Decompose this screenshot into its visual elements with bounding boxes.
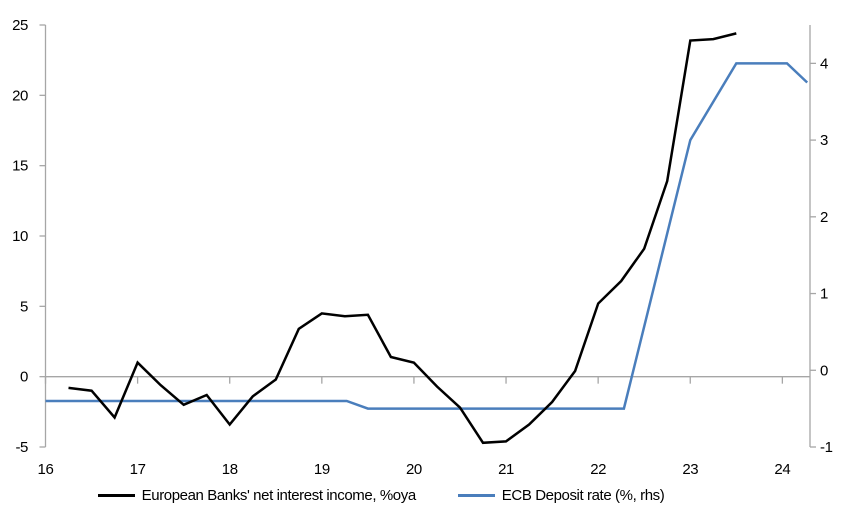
right-axis-tick-label: 3 [820, 132, 828, 149]
x-tick-label: 20 [406, 461, 422, 478]
left-axis-tick-label: 15 [12, 158, 28, 175]
legend-label-nii: European Banks' net interest income, %oy… [141, 487, 417, 504]
right-axis-tick-label: 4 [820, 55, 828, 72]
x-tick-label: 17 [130, 461, 146, 478]
left-axis-tick-label: 5 [20, 298, 28, 315]
x-tick-label: 21 [498, 461, 514, 478]
legend-item-ecb: ECB Deposit rate (%, rhs) [457, 487, 665, 504]
x-tick-label: 19 [314, 461, 330, 478]
x-tick-label: 18 [222, 461, 238, 478]
left-axis-tick-label: 25 [12, 17, 28, 34]
right-axis-tick-label: 1 [820, 286, 828, 303]
nii-line [68, 32, 737, 445]
legend-line-sample-nii [97, 494, 135, 497]
left-axis-tick-label: 10 [12, 228, 28, 245]
right-axis-tick-label: -1 [820, 439, 833, 456]
legend: European Banks' net interest income, %oy… [0, 487, 807, 504]
x-tick-label: 22 [590, 461, 606, 478]
legend-item-nii: European Banks' net interest income, %oy… [97, 487, 417, 504]
x-tick-label: 23 [682, 461, 698, 478]
legend-label-ecb: ECB Deposit rate (%, rhs) [501, 487, 665, 504]
right-axis-tick-label: 0 [820, 362, 828, 379]
right-axis-tick-label: 2 [820, 209, 828, 226]
ecb-deposit-rate-line [45, 62, 809, 410]
x-tick-label: 16 [38, 461, 54, 478]
x-tick-label: 24 [774, 461, 790, 478]
left-axis-tick-label: 20 [12, 87, 28, 104]
left-axis-tick-label: 0 [20, 369, 28, 386]
left-axis-tick-label: -5 [15, 439, 28, 456]
legend-line-sample-ecb [457, 494, 495, 497]
